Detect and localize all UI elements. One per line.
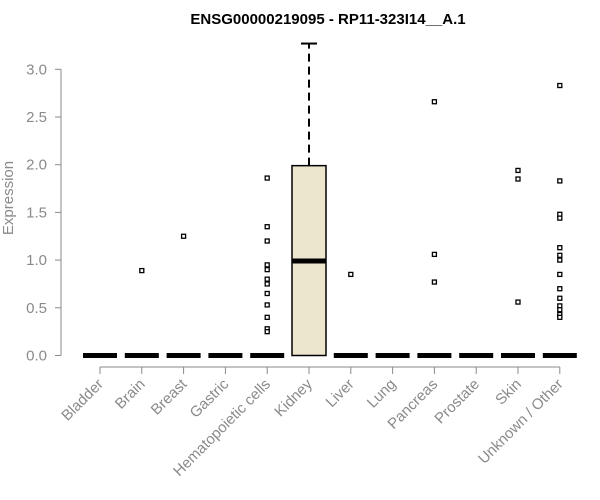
- outlier-point: [557, 314, 563, 320]
- outlier-point: [264, 302, 270, 308]
- y-tick-label: 2.5: [26, 109, 47, 126]
- outlier-point: [557, 215, 563, 221]
- box-group: [501, 167, 535, 358]
- box-group: [333, 271, 368, 358]
- y-tick-label: 0.0: [26, 348, 47, 365]
- outlier-point: [515, 167, 521, 174]
- outlier-point: [557, 82, 563, 89]
- outlier-point: [557, 307, 563, 313]
- box-group: [291, 42, 327, 357]
- outlier-point: [431, 251, 438, 258]
- y-tick-label: 1.0: [26, 252, 47, 269]
- box-group: [166, 233, 201, 358]
- outlier-point: [557, 271, 563, 278]
- outlier-point: [348, 271, 354, 278]
- y-tick-label: 3.0: [26, 61, 47, 78]
- outlier-point: [557, 252, 563, 258]
- outlier-point: [431, 99, 438, 105]
- x-tick-label: Kidney: [271, 375, 316, 420]
- box-group: [417, 99, 452, 358]
- outlier-point: [264, 314, 270, 320]
- x-tick-label: Breast: [148, 375, 191, 418]
- box-series: [83, 42, 577, 358]
- outlier-point: [264, 224, 270, 230]
- outlier-point: [264, 266, 270, 273]
- y-tick-label: 1.5: [26, 204, 47, 221]
- x-tick-label: Lung: [364, 376, 400, 412]
- x-tick-label: Brain: [112, 376, 149, 413]
- outlier-point: [264, 262, 270, 268]
- outlier-point: [264, 175, 270, 181]
- outlier-point: [264, 290, 270, 297]
- outlier-point: [264, 281, 270, 287]
- outlier-point: [264, 328, 270, 335]
- outlier-point: [557, 286, 563, 292]
- box-group: [124, 267, 159, 358]
- chart-title: ENSG00000219095 - RP11-323I14__A.1: [190, 11, 465, 28]
- outlier-point: [264, 276, 270, 282]
- x-tick-label: Liver: [323, 376, 358, 411]
- outlier-point: [515, 299, 521, 305]
- outlier-point: [180, 233, 187, 239]
- y-tick-label: 0.5: [26, 300, 47, 317]
- outlier-point: [557, 257, 563, 263]
- outlier-point: [264, 238, 270, 244]
- y-axis-label: Expression: [0, 161, 17, 235]
- box-group: [250, 175, 285, 358]
- box-group: [542, 82, 577, 358]
- y-axis: 0.0 0.5 1.0 1.5 2.0 2.5 3.0: [26, 61, 62, 365]
- outlier-point: [557, 178, 563, 184]
- outlier-point: [515, 176, 521, 182]
- x-tick-label: Bladder: [58, 376, 107, 425]
- x-tick-label: Skin: [492, 376, 525, 409]
- outlier-point: [139, 267, 145, 274]
- x-tick-label: Prostate: [431, 376, 483, 428]
- outlier-point: [557, 295, 563, 301]
- y-tick-label: 2.0: [26, 157, 47, 174]
- outlier-point: [431, 279, 438, 285]
- outlier-point: [557, 245, 563, 251]
